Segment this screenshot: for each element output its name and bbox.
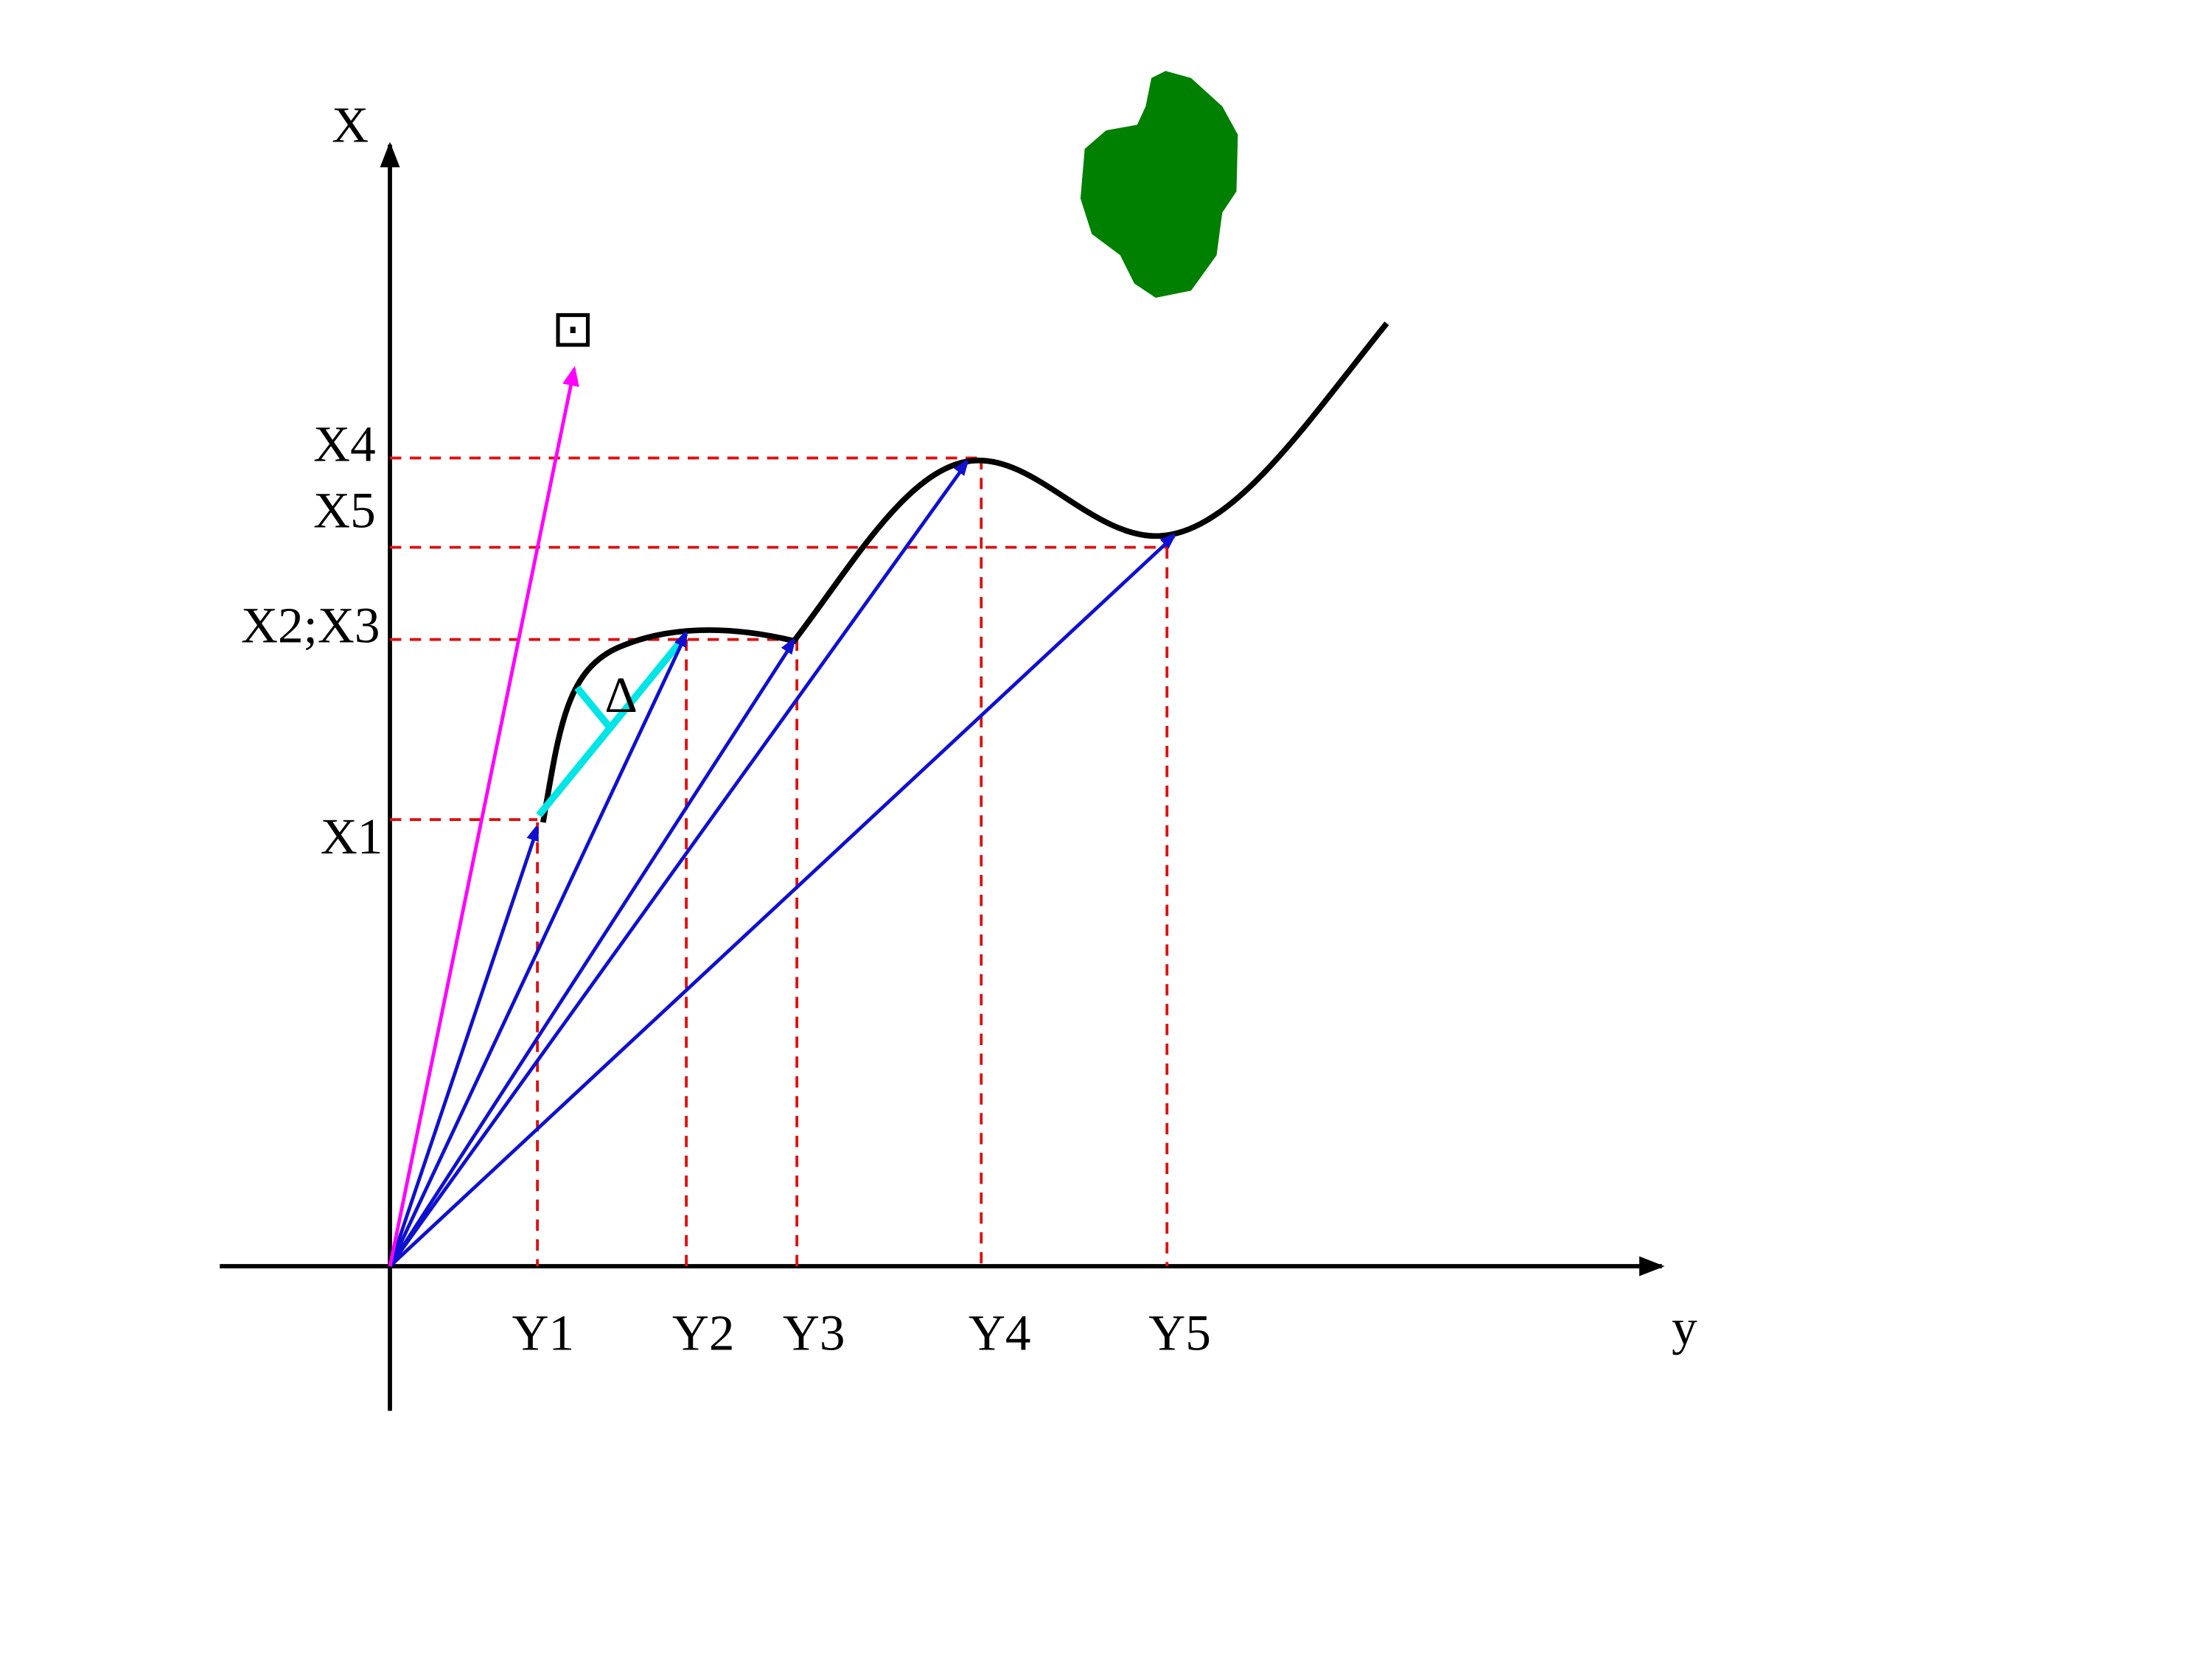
axis-label: y xyxy=(1672,1299,1698,1355)
chord xyxy=(536,635,686,818)
vector xyxy=(388,536,1174,1268)
y-label: Y2 xyxy=(672,1305,735,1361)
vector xyxy=(388,641,794,1268)
x-label: X5 xyxy=(313,482,376,539)
y-label: Y4 xyxy=(969,1305,1031,1361)
axis-label: X xyxy=(332,96,369,153)
y-label: Y1 xyxy=(512,1305,574,1361)
x-label: X4 xyxy=(313,415,376,472)
delta-label: Δ xyxy=(604,666,638,723)
magenta-vector xyxy=(388,366,579,1267)
vector xyxy=(388,634,688,1268)
vector xyxy=(388,828,540,1267)
vector xyxy=(388,462,967,1268)
y-label: Y3 xyxy=(783,1305,845,1361)
y-label: Y5 xyxy=(1148,1305,1211,1361)
green-blob xyxy=(1080,71,1238,298)
symbol: ⊡ xyxy=(551,300,594,357)
guides xyxy=(390,456,1169,1267)
x-label: X2;X3 xyxy=(241,597,380,654)
perpendicular xyxy=(574,685,613,730)
x-label: X1 xyxy=(321,808,383,865)
vectors xyxy=(388,366,1174,1268)
curve xyxy=(540,321,1389,823)
